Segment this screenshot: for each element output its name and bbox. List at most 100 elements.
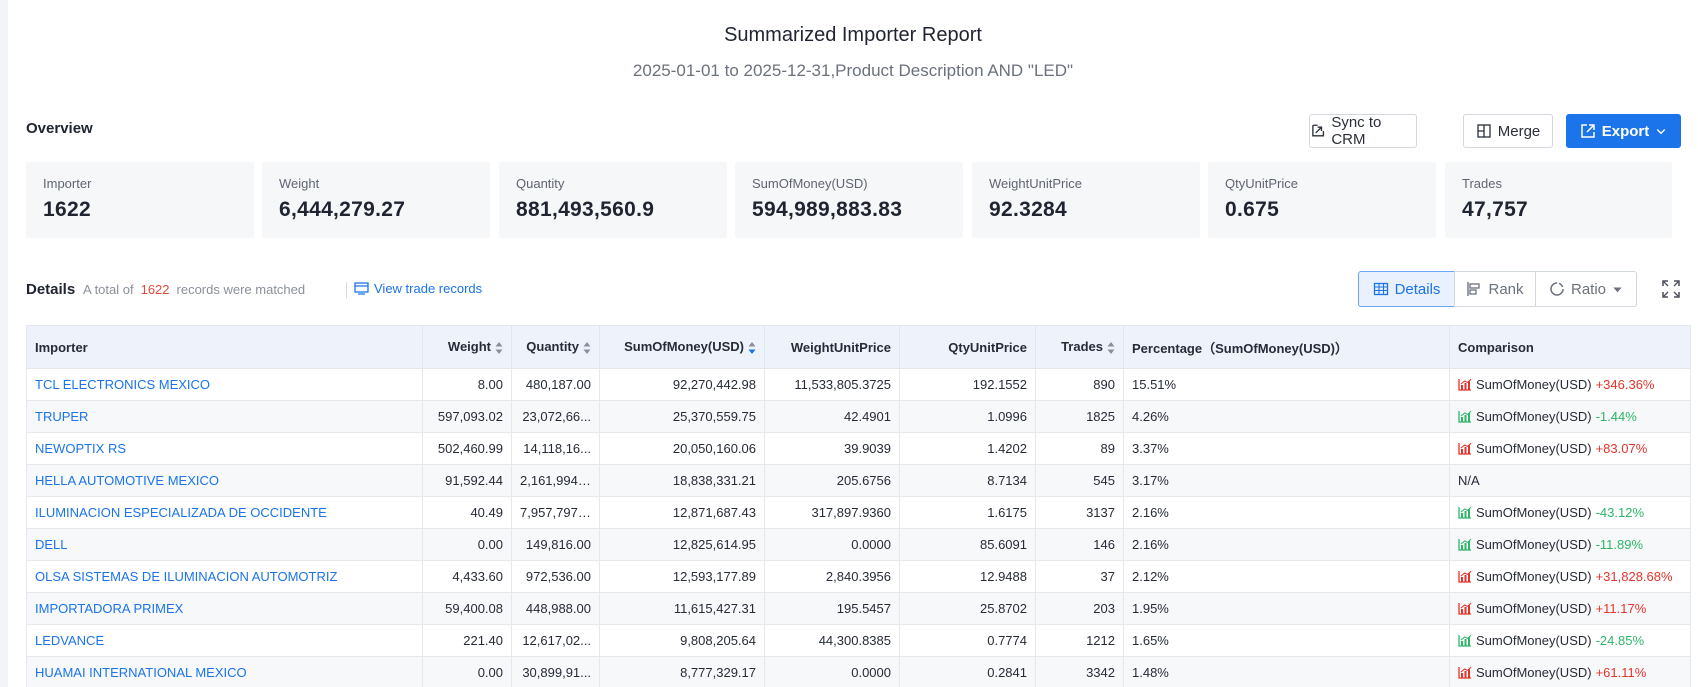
- importer-link[interactable]: ILUMINACION ESPECIALIZADA DE OCCIDENTE: [26, 496, 423, 529]
- qty-unit-price-cell: 0.7774: [899, 624, 1036, 657]
- view-trade-records-link[interactable]: View trade records: [354, 281, 482, 296]
- stat-card-qty-unit-price: QtyUnitPrice 0.675: [1208, 162, 1436, 238]
- importer-link[interactable]: HELLA AUTOMOTIVE MEXICO: [26, 464, 423, 497]
- fullscreen-icon[interactable]: [1662, 280, 1680, 298]
- table-row: TCL ELECTRONICS MEXICO 8.00 480,187.00 92,2…: [26, 368, 1691, 401]
- qty-unit-price-cell: 1.4202: [899, 432, 1036, 465]
- column-header-quantity[interactable]: Quantity: [511, 325, 600, 369]
- sort-icon[interactable]: [1107, 341, 1115, 355]
- qty-unit-price-cell: 85.6091: [899, 528, 1036, 561]
- comparison-cell: SumOfMoney(USD) +31,828.68%: [1449, 560, 1691, 593]
- stat-value: 0.675: [1225, 198, 1280, 221]
- sort-desc-icon[interactable]: [748, 341, 756, 355]
- trend-up-icon: [1458, 378, 1472, 391]
- table-row: ILUMINACION ESPECIALIZADA DE OCCIDENTE 40…: [26, 496, 1691, 529]
- view-toggle-ratio[interactable]: Ratio: [1535, 271, 1637, 307]
- sum-of-money-cell: 92,270,442.98: [599, 368, 765, 401]
- trades-cell: 3137: [1035, 496, 1124, 529]
- details-heading: Details: [26, 281, 76, 298]
- comparison-value: -1.44%: [1595, 409, 1637, 424]
- comparison-label: SumOfMoney(USD): [1476, 409, 1592, 424]
- quantity-cell: 30,899,91...: [511, 656, 600, 687]
- percentage-cell: 2.12%: [1123, 560, 1450, 593]
- stat-label: Quantity: [516, 176, 565, 191]
- sum-of-money-cell: 12,825,614.95: [599, 528, 765, 561]
- comparison-cell: SumOfMoney(USD) -43.12%: [1449, 496, 1691, 529]
- column-label: Trades: [1061, 339, 1103, 355]
- qty-unit-price-cell: 0.2841: [899, 656, 1036, 687]
- sort-icon[interactable]: [495, 341, 503, 355]
- importer-link[interactable]: LEDVANCE: [26, 624, 423, 657]
- importer-link[interactable]: OLSA SISTEMAS DE ILUMINACION AUTOMOTRIZ: [26, 560, 423, 593]
- trades-cell: 890: [1035, 368, 1124, 401]
- table-row: TRUPER 597,093.02 23,072,66... 25,370,559.7…: [26, 400, 1691, 433]
- view-toggle-rank-label: Rank: [1488, 280, 1524, 298]
- records-icon: [354, 282, 369, 295]
- report-subtitle: 2025-01-01 to 2025-12-31,Product Descrip…: [632, 61, 1074, 80]
- weight-unit-price-cell: 0.0000: [764, 528, 900, 561]
- importer-link[interactable]: TRUPER: [26, 400, 423, 433]
- ratio-icon: [1550, 282, 1564, 296]
- quantity-cell: 2,161,994....: [511, 464, 600, 497]
- export-label: Export: [1601, 122, 1650, 140]
- trades-cell: 3342: [1035, 656, 1124, 687]
- comparison-value: -11.89%: [1595, 537, 1644, 552]
- table-row: HELLA AUTOMOTIVE MEXICO 91,592.44 2,161,99…: [26, 464, 1691, 497]
- importer-link[interactable]: IMPORTADORA PRIMEX: [26, 592, 423, 625]
- comparison-cell: SumOfMoney(USD) +83.07%: [1449, 432, 1691, 465]
- importer-link[interactable]: DELL: [26, 528, 423, 561]
- weight-unit-price-cell: 2,840.3956: [764, 560, 900, 593]
- column-header-qty-unit-price: QtyUnitPrice: [899, 325, 1036, 369]
- stat-card-importer: Importer 1622: [26, 162, 254, 238]
- column-header-percentage: Percentage（SumOfMoney(USD)）: [1123, 325, 1450, 369]
- table-icon: [1373, 282, 1388, 296]
- comparison-value: +61.11%: [1595, 665, 1647, 680]
- column-label: Comparison: [1458, 339, 1534, 355]
- weight-cell: 4,433.60: [422, 560, 512, 593]
- trades-cell: 89: [1035, 432, 1124, 465]
- merge-icon: [1477, 124, 1491, 138]
- table-body: TCL ELECTRONICS MEXICO 8.00 480,187.00 92,2…: [26, 368, 1691, 687]
- qty-unit-price-cell: 1.6175: [899, 496, 1036, 529]
- sync-to-crm-button[interactable]: Sync to CRM: [1309, 114, 1417, 148]
- view-toggle-details[interactable]: Details: [1358, 271, 1455, 307]
- column-header-sum-of-money[interactable]: SumOfMoney(USD): [599, 325, 765, 369]
- view-trade-records-label: View trade records: [374, 281, 483, 296]
- sum-of-money-cell: 9,808,205.64: [599, 624, 765, 657]
- sum-of-money-cell: 11,615,427.31: [599, 592, 765, 625]
- sort-icon[interactable]: [583, 341, 591, 355]
- stat-card-sum-of-money: SumOfMoney(USD) 594,989,883.83: [735, 162, 963, 238]
- comparison-label: N/A: [1458, 473, 1480, 488]
- percentage-cell: 2.16%: [1123, 496, 1450, 529]
- export-button[interactable]: Export: [1566, 114, 1681, 148]
- qty-unit-price-cell: 1.0996: [899, 400, 1036, 433]
- qty-unit-price-cell: 25.8702: [899, 592, 1036, 625]
- matched-suffix: records were matched: [176, 282, 306, 297]
- report-title: Summarized Importer Report: [724, 24, 982, 46]
- importer-link[interactable]: HUAMAI INTERNATIONAL MEXICO: [26, 656, 423, 687]
- sum-of-money-cell: 8,777,329.17: [599, 656, 765, 687]
- sync-icon: [1312, 124, 1325, 137]
- quantity-cell: 23,072,66...: [511, 400, 600, 433]
- sync-to-crm-label: Sync to CRM: [1331, 114, 1382, 148]
- stat-value: 881,493,560.9: [516, 198, 655, 221]
- view-toggle-rank[interactable]: Rank: [1454, 271, 1536, 307]
- merge-button[interactable]: Merge: [1463, 114, 1553, 148]
- importer-link[interactable]: NEWOPTIX RS: [26, 432, 423, 465]
- view-toggle-ratio-label: Ratio: [1570, 280, 1607, 298]
- trades-cell: 1212: [1035, 624, 1124, 657]
- stat-card-trades: Trades 47,757: [1445, 162, 1672, 238]
- weight-unit-price-cell: 0.0000: [764, 656, 900, 687]
- column-header-weight[interactable]: Weight: [422, 325, 512, 369]
- trend-down-icon: [1458, 506, 1472, 519]
- percentage-cell: 3.37%: [1123, 432, 1450, 465]
- column-header-trades[interactable]: Trades: [1035, 325, 1124, 369]
- table-row: IMPORTADORA PRIMEX 59,400.08 448,988.00 11,…: [26, 592, 1691, 625]
- quantity-cell: 149,816.00: [511, 528, 600, 561]
- table-row: OLSA SISTEMAS DE ILUMINACION AUTOMOTRIZ 4…: [26, 560, 1691, 593]
- importer-link[interactable]: TCL ELECTRONICS MEXICO: [26, 368, 423, 401]
- table-header-row: Importer Weight Quantity SumOfMoney(USD)…: [26, 325, 1691, 369]
- stat-card-weight: Weight 6,444,279.27: [262, 162, 490, 238]
- weight-unit-price-cell: 317,897.9360: [764, 496, 900, 529]
- stat-label: Importer: [43, 176, 92, 191]
